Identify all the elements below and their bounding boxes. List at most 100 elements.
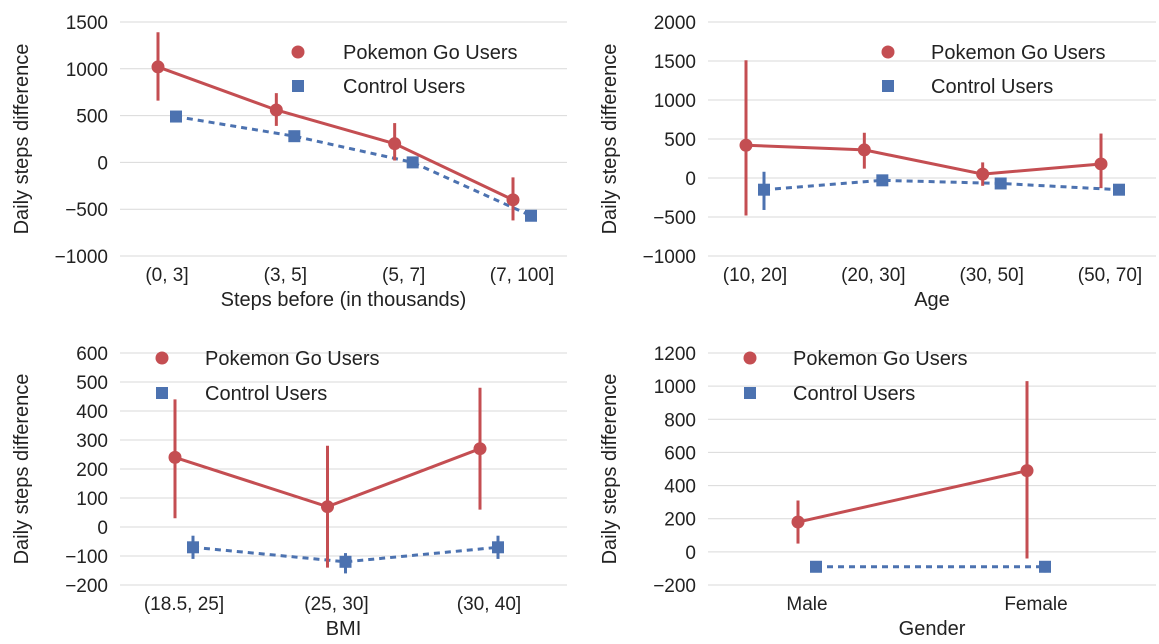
legend-label-control: Control Users [793, 383, 915, 405]
x-tick-label: (20, 30] [841, 265, 905, 286]
y-axis-title: Daily steps difference [11, 44, 33, 235]
legend-marker-control [292, 80, 304, 92]
legend-label-control: Control Users [205, 383, 327, 405]
y-tick-label: 600 [76, 344, 108, 365]
legend: Pokemon Go Users Control Users [881, 42, 1106, 98]
series-control-users [187, 535, 504, 574]
x-tick-label: (30, 40] [457, 594, 521, 615]
x-tick-label: (25, 30] [304, 594, 368, 615]
legend: Pokemon Go Users Control Users [743, 348, 968, 405]
y-tick-label: 1000 [654, 91, 696, 112]
y-tick-label: −200 [65, 576, 108, 597]
x-tick-label: (0, 3] [145, 265, 188, 286]
x-axis-title: Age [914, 289, 950, 311]
y-tick-label: 500 [76, 107, 108, 128]
x-axis-title: Steps before (in thousands) [221, 289, 467, 311]
data-point [388, 137, 402, 151]
data-point [876, 174, 889, 187]
y-axis-title: Daily steps difference [11, 374, 33, 565]
data-point [810, 560, 822, 573]
series-line [745, 143, 1102, 176]
series-line [797, 469, 1028, 524]
x-tick-label: (7, 100] [490, 265, 554, 286]
y-tick-label: 2000 [654, 13, 696, 34]
legend-label-pokemon: Pokemon Go Users [343, 42, 518, 64]
legend-marker-pokemon [881, 45, 895, 59]
data-point [758, 183, 770, 196]
y-tick-label: 200 [76, 460, 108, 481]
y-tick-label: 300 [76, 431, 108, 452]
series-pokemon-go-users [168, 387, 487, 568]
data-point [151, 60, 165, 74]
data-point [525, 209, 537, 222]
data-point [269, 103, 283, 117]
data-point [339, 555, 352, 568]
x-tick-label: (3, 5] [264, 265, 307, 286]
series-control-users [810, 560, 1051, 573]
data-point [187, 541, 199, 554]
data-point [1113, 183, 1125, 196]
data-point [321, 500, 334, 514]
data-point [739, 138, 753, 152]
x-tick-label: (50, 70] [1078, 265, 1142, 286]
legend-marker-pokemon [743, 351, 757, 365]
chart-panel-4: −200 0 200 400 600 800 1000 1200 Male Female Gende… [599, 344, 1156, 640]
y-tick-label: −1000 [643, 247, 696, 268]
legend-marker-control [882, 80, 894, 92]
series-line [763, 178, 1120, 192]
legend: Pokemon Go Users Control Users [155, 348, 380, 405]
data-point [1039, 560, 1051, 573]
x-tick-label: Female [1004, 594, 1067, 615]
data-point [406, 156, 419, 169]
data-point [1020, 464, 1034, 478]
x-axis-title: Gender [899, 618, 966, 640]
legend-marker-pokemon [291, 45, 305, 59]
x-tick-label: (30, 50] [959, 265, 1023, 286]
series-pokemon-go-users [791, 381, 1034, 559]
data-point [170, 110, 182, 123]
series-line [192, 545, 499, 564]
y-axis-title: Daily steps difference [599, 374, 621, 565]
data-point [288, 130, 301, 143]
y-tick-label: 0 [685, 169, 696, 190]
y-tick-label: 600 [664, 443, 696, 464]
y-tick-label: 0 [97, 518, 108, 539]
data-point [506, 193, 520, 207]
legend-marker-control [156, 387, 168, 399]
series-line [175, 115, 532, 218]
legend-label-control: Control Users [343, 76, 465, 98]
y-tick-label: −100 [65, 547, 108, 568]
y-tick-label: −200 [653, 576, 696, 597]
y-tick-label: 200 [664, 510, 696, 531]
series-line [157, 65, 514, 202]
series-control-users [170, 110, 537, 222]
data-point [994, 177, 1007, 190]
legend-marker-control [744, 387, 756, 399]
x-tick-label: (10, 20] [723, 265, 787, 286]
y-tick-label: 400 [76, 402, 108, 423]
chart-panel-1: −1000 −500 0 500 1000 1500 (0, 3] (3, 5] (5, 7] (… [11, 13, 567, 311]
y-tick-label: 1500 [66, 13, 108, 34]
x-axis-title: BMI [326, 618, 362, 640]
series-pokemon-go-users [151, 32, 520, 221]
y-tick-label: 1500 [654, 52, 696, 73]
y-tick-label: 1200 [654, 344, 696, 365]
y-tick-label: 400 [664, 477, 696, 498]
chart-panel-3: −200 −100 0 100 200 300 400 500 600 (18.5, 25] (25… [11, 344, 567, 640]
y-tick-label: −500 [65, 200, 108, 221]
y-tick-label: −500 [653, 208, 696, 229]
y-tick-label: 0 [685, 543, 696, 564]
x-tick-label: Male [786, 594, 827, 615]
legend-label-pokemon: Pokemon Go Users [205, 348, 380, 370]
y-tick-label: 1000 [654, 377, 696, 398]
y-tick-label: −1000 [55, 247, 108, 268]
y-tick-label: 1000 [66, 60, 108, 81]
x-tick-label: (5, 7] [382, 265, 425, 286]
chart-panel-2: −1000 −500 0 500 1000 1500 2000 (10, 20] (20, 30… [599, 13, 1156, 311]
data-point [1094, 157, 1108, 171]
y-tick-label: 500 [664, 130, 696, 151]
legend-label-control: Control Users [931, 76, 1053, 98]
legend: Pokemon Go Users Control Users [291, 42, 518, 98]
data-point [168, 450, 182, 464]
